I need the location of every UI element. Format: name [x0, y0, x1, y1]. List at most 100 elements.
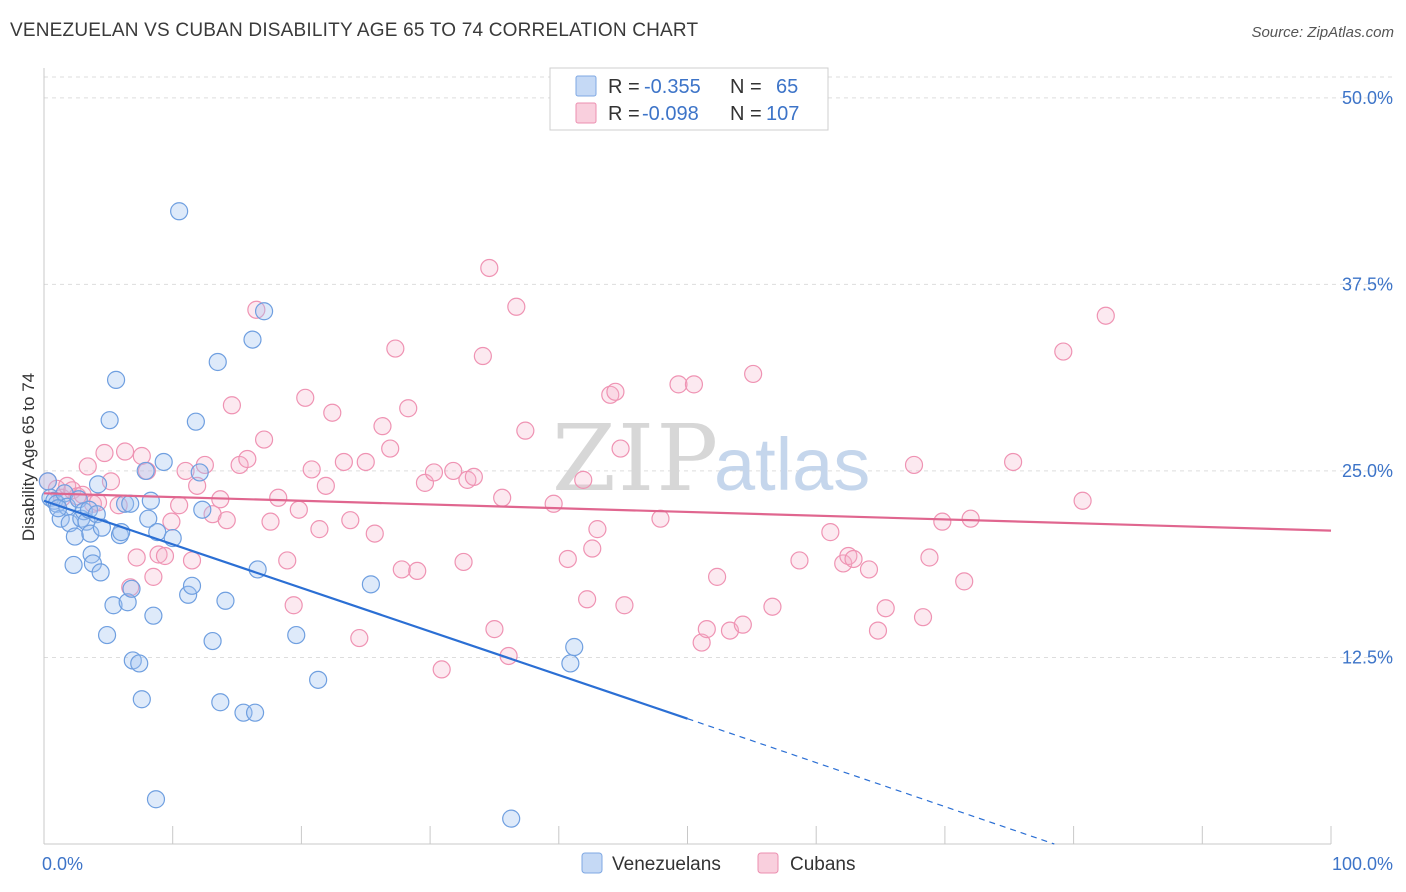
cuban-point — [464, 467, 483, 486]
venezuelan-point — [104, 596, 123, 615]
cuban-point — [744, 364, 763, 384]
cuban-point — [601, 385, 620, 404]
venezuelan-point — [38, 472, 57, 491]
cuban-point — [261, 512, 280, 531]
x-tick-label: 0.0% — [42, 854, 83, 874]
cuban-point — [763, 597, 782, 616]
venezuelan-point — [118, 593, 137, 612]
cuban-point — [961, 509, 980, 528]
venezuelan-point — [148, 523, 167, 542]
venezuelan-point — [92, 518, 112, 537]
cuban-point — [839, 546, 858, 566]
cuban-point — [480, 258, 499, 278]
cuban-point — [392, 560, 411, 579]
venezuelan-point — [254, 302, 274, 321]
cuban-point — [217, 511, 236, 530]
venezuelan-point — [65, 527, 84, 546]
cuban-point — [844, 549, 863, 569]
cuban-point — [254, 430, 274, 449]
cuban-trend-line — [43, 492, 1332, 532]
cuban-point — [296, 388, 315, 407]
cuban-point — [558, 549, 577, 569]
cuban-point — [904, 455, 924, 475]
venezuelan-point — [182, 576, 202, 595]
cuban-point — [684, 375, 704, 394]
legend-n-value-2: 107 — [766, 103, 799, 125]
cuban-point — [302, 460, 321, 479]
cuban-point — [162, 512, 181, 531]
legend-n-value-1: 65 — [776, 76, 798, 98]
cuban-point — [127, 548, 146, 567]
y-tick-label: 50.0% — [1342, 88, 1393, 108]
cuban-point — [955, 572, 974, 591]
cuban-point — [1054, 342, 1073, 361]
venezuelan-point — [136, 461, 155, 481]
venezuelan-point — [309, 670, 328, 689]
venezuelan-point — [243, 330, 262, 349]
cuban-point — [516, 421, 535, 440]
cuban-point — [334, 452, 353, 472]
venezuelan-point — [287, 625, 306, 645]
venezuelan-point — [211, 693, 230, 712]
cuban-point — [109, 496, 128, 515]
legend-n-label-1: N = — [730, 76, 762, 98]
cuban-point — [876, 599, 895, 618]
cuban-point — [913, 608, 933, 627]
venezuelan-point — [141, 491, 160, 510]
venezuelan-point — [565, 637, 584, 657]
cuban-point — [78, 457, 97, 476]
venezuelan-point — [106, 370, 126, 389]
cuban-point — [432, 660, 451, 679]
venezuelan-point — [561, 654, 580, 673]
venezuelan-point — [130, 654, 149, 673]
cuban-point — [399, 399, 418, 418]
cuban-point — [386, 339, 405, 358]
legend-r-label-2: R = — [608, 103, 640, 125]
cuban-point — [155, 546, 175, 566]
cuban-point — [188, 476, 207, 495]
cuban-point — [176, 461, 195, 481]
cuban-point — [651, 509, 670, 528]
cuban-point — [350, 628, 369, 648]
venezuelan-point — [193, 500, 212, 519]
venezuelan-point — [122, 579, 141, 598]
bottom-legend-cubans: Cubans — [790, 854, 856, 875]
cuban-point — [578, 590, 597, 609]
cuban-point — [381, 439, 400, 458]
cuban-point — [708, 567, 727, 586]
cuban-point — [485, 620, 504, 639]
y-tick-label: 25.0% — [1342, 461, 1393, 481]
y-axis-title: Disability Age 65 to 74 — [19, 373, 38, 541]
cuban-point — [1073, 491, 1092, 510]
venezuelan-point — [100, 411, 119, 430]
venezuelan-point — [502, 809, 521, 828]
cuban-point — [444, 461, 463, 481]
cuban-point — [790, 551, 809, 570]
bottom-legend-swatch-cubans — [757, 852, 779, 874]
venezuelan-trend-extension — [687, 718, 1055, 845]
cuban-point — [341, 511, 360, 530]
bottom-legend: Venezuelans Cubans — [581, 852, 856, 875]
venezuelan-point — [144, 606, 163, 625]
venezuelan-point — [186, 412, 205, 431]
venezuelan-point — [121, 494, 140, 513]
watermark-atlas: atlas — [714, 423, 870, 506]
bottom-legend-venezuelans: Venezuelans — [612, 854, 721, 875]
x-tick-label: 100.0% — [1332, 854, 1393, 874]
venezuelan-point — [216, 591, 235, 610]
cuban-point — [588, 520, 607, 539]
chart-title: VENEZUELAN VS CUBAN DISABILITY AGE 65 TO… — [10, 20, 699, 41]
data-points — [38, 202, 1115, 828]
bottom-legend-swatch-venezuelans — [581, 852, 603, 874]
venezuelan-trend-line — [43, 499, 688, 720]
venezuelan-point — [88, 475, 108, 494]
cuban-point — [289, 500, 308, 519]
venezuelan-point — [87, 505, 106, 524]
cuban-point — [144, 567, 163, 586]
cuban-point — [697, 620, 716, 639]
cuban-point — [733, 615, 752, 634]
cuban-point — [473, 346, 492, 366]
venezuelan-point — [64, 555, 83, 575]
tick-labels: 12.5% 25.0% 37.5% 50.0% 0.0% 100.0% — [42, 88, 1393, 874]
cuban-point — [316, 476, 335, 495]
